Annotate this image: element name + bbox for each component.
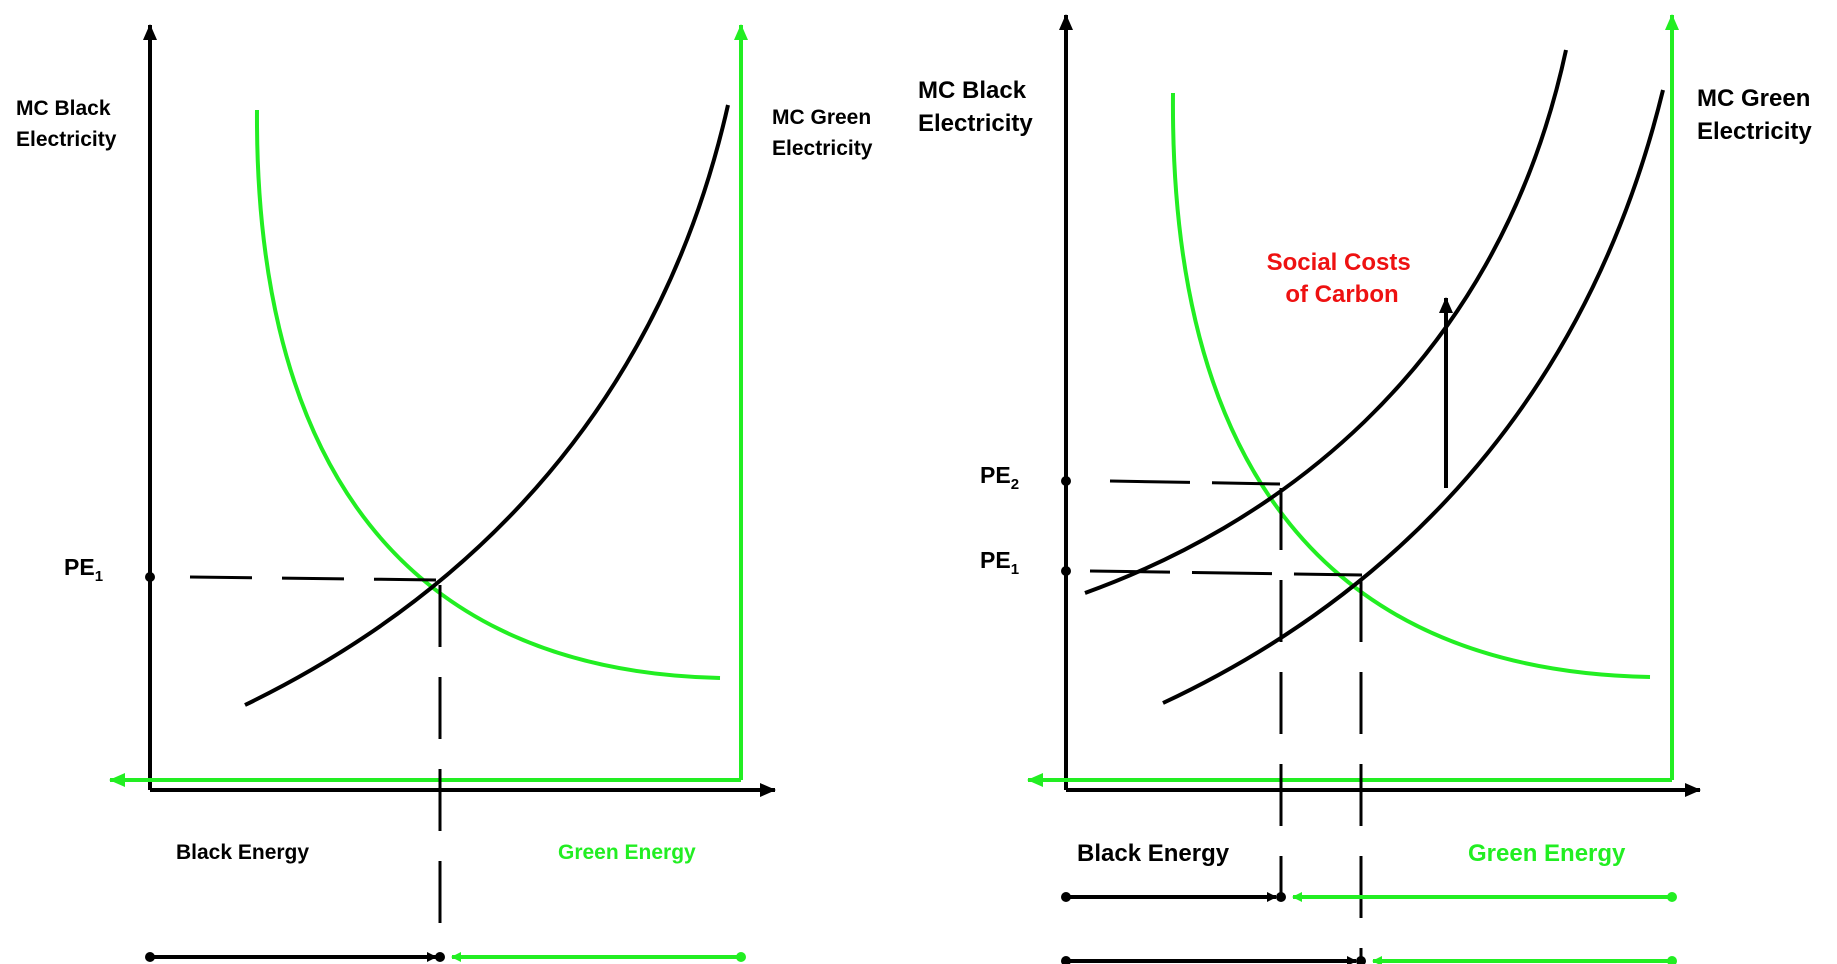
left-pe1-dashed-line [189, 575, 441, 582]
left-mc-black-curve [244, 104, 730, 707]
right-mc-black-with-social-cost-curve [1084, 49, 1568, 595]
left-green-energy-label: Green Energy [558, 841, 696, 864]
left-mc-green-label: MC Green Electricity [772, 106, 877, 160]
right-black-energy-label: Black Energy [1077, 840, 1230, 867]
left-pe1-point [145, 572, 155, 582]
right-mc-black-label: MC Black Electricity [918, 77, 1033, 137]
right-mc-green-label: MC Green Electricity [1697, 85, 1817, 145]
left-mc-green-curve [254, 109, 721, 680]
right-quantity-split-point-2 [1276, 892, 1286, 902]
right-pe2-dashed-line [1109, 479, 1281, 486]
right-pe1-label: PE1 [980, 547, 1019, 578]
right-pe2-point [1061, 476, 1071, 486]
right-mc-green-curve [1170, 92, 1651, 679]
right-mc-black-curve [1162, 89, 1665, 705]
right-black-quantity-start-2 [1061, 892, 1071, 902]
left-black-quantity-start [145, 952, 155, 962]
left-green-quantity-start [736, 952, 746, 962]
left-black-energy-label: Black Energy [176, 841, 309, 864]
right-pe1-point [1061, 566, 1071, 576]
right-green-energy-label: Green Energy [1468, 840, 1626, 867]
left-quantity-split-point [435, 952, 445, 962]
right-black-quantity-start-1 [1061, 956, 1071, 964]
right-green-quantity-start-1 [1667, 956, 1677, 964]
right-green-quantity-start-2 [1667, 892, 1677, 902]
left-panel: MC Black Electricity MC Green Electricit… [16, 24, 877, 962]
left-mc-black-label: MC Black Electricity [16, 97, 117, 151]
right-panel: MC Black Electricity MC Green Electricit… [918, 14, 1817, 964]
right-quantity-split-point-1 [1356, 956, 1366, 964]
right-pe1-dashed-line [1089, 569, 1363, 577]
right-pe2-label: PE2 [980, 462, 1019, 493]
left-pe1-label: PE1 [64, 554, 103, 585]
social-costs-of-carbon-label: Social Costs of Carbon [1267, 249, 1418, 308]
